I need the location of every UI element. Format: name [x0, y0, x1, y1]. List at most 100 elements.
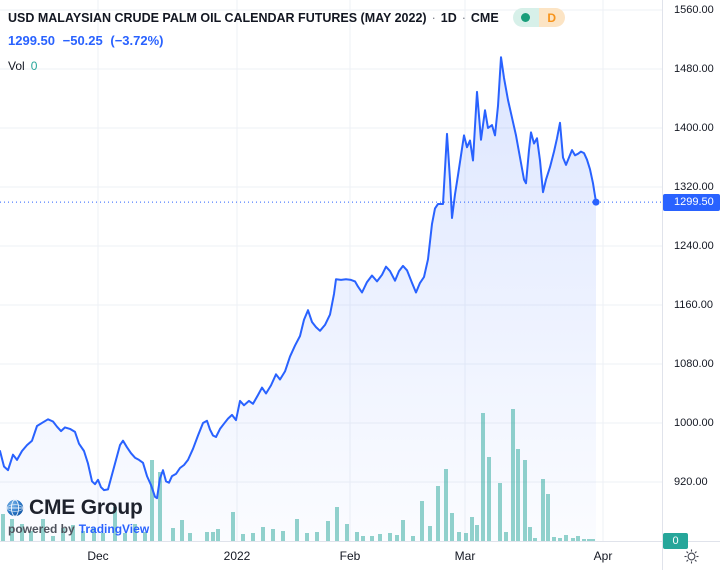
volume-bar [450, 513, 454, 541]
volume-bar [101, 533, 105, 541]
exchange-label: CME [470, 10, 499, 25]
volume-bar [428, 526, 432, 541]
volume-bar [411, 536, 415, 541]
volume-bar [498, 483, 502, 541]
time-axis-divider [0, 541, 720, 542]
price-axis-label: 1400.00 [674, 121, 714, 134]
volume-bar [587, 539, 591, 541]
symbol-title-row[interactable]: USD MALAYSIAN CRUDE PALM OIL CALENDAR FU… [8, 8, 565, 27]
price-axis[interactable]: 1299.50 0 1560.00 1480.00 1400.00 1320.00 12… [663, 0, 720, 549]
price-axis-label: 1000.00 [674, 416, 714, 429]
volume-bar [133, 524, 137, 541]
price-axis-label: 920.00 [674, 475, 708, 488]
volume-bar [355, 532, 359, 541]
volume-bar [464, 533, 468, 541]
price-axis-label: 1480.00 [674, 62, 714, 75]
volume-bar [475, 525, 479, 541]
volume-bar [345, 524, 349, 541]
volume-bar [335, 507, 339, 541]
volume-bar [29, 531, 33, 541]
volume-bar [188, 533, 192, 541]
volume-bar [420, 501, 424, 541]
last-price-row: 1299.50 −50.25 (−3.72%) [8, 33, 565, 48]
volume-bar [444, 469, 448, 541]
volume-bar [150, 460, 154, 541]
volume-bar [216, 529, 220, 541]
volume-bar [231, 512, 235, 541]
volume-bar [251, 533, 255, 541]
volume-bar [533, 538, 537, 541]
volume-bar [123, 533, 127, 541]
volume-bar [481, 413, 485, 541]
last-price-dot [592, 198, 600, 206]
volume-value: 0 [30, 59, 38, 73]
price-line [0, 56, 597, 500]
volume-bar [326, 521, 330, 541]
green-dot-icon [521, 13, 531, 22]
volume-bar [10, 519, 14, 541]
price-axis-label: 1160.00 [674, 298, 713, 311]
volume-bar [205, 532, 209, 541]
cme-logo-row: CME Group [6, 496, 149, 520]
volume-bar [591, 539, 595, 541]
volume-bar [370, 536, 374, 541]
globe-icon [6, 499, 24, 517]
volume-bar [516, 449, 520, 541]
symbol-legend: USD MALAYSIAN CRUDE PALM OIL CALENDAR FU… [8, 8, 565, 73]
volume-bar [51, 536, 55, 541]
volume-bar [1, 514, 5, 541]
volume-bar [528, 527, 532, 541]
volume-bar [92, 528, 96, 541]
volume-bar [241, 534, 245, 541]
volume-bar [61, 528, 65, 541]
symbol-title: USD MALAYSIAN CRUDE PALM OIL CALENDAR FU… [8, 10, 427, 25]
volume-bar [71, 525, 75, 541]
time-axis-label: Apr [593, 549, 613, 563]
volume-bar [20, 524, 24, 541]
last-price-axis-badge: 1299.50 [663, 193, 720, 211]
volume-bar [504, 532, 508, 541]
volume-bar [546, 494, 550, 541]
axis-settings-corner [663, 542, 720, 570]
time-axis[interactable]: Dec 2022 Feb Mar Apr [0, 542, 662, 570]
area-fill [0, 57, 596, 541]
volume-bar [582, 539, 586, 541]
volume-label: Vol [8, 59, 25, 73]
market-status-badge[interactable]: D [512, 8, 565, 27]
last-price-value: 1299.50 [8, 33, 55, 48]
volume-bar [41, 519, 45, 541]
volume-bar [552, 537, 556, 541]
volume-bar [180, 520, 184, 541]
volume-bar [558, 538, 562, 541]
time-axis-label: Feb [339, 549, 361, 563]
tradingview-link[interactable]: TradingView [78, 522, 150, 536]
volume-bar [541, 479, 545, 541]
volume-bar [305, 533, 309, 541]
gear-icon[interactable] [684, 549, 699, 564]
price-axis-label: 1080.00 [674, 357, 714, 370]
brand-watermark: CME Group powered by TradingView [6, 496, 149, 536]
price-axis-label: 1560.00 [674, 3, 714, 16]
volume-bar [295, 519, 299, 541]
volume-bar [143, 532, 147, 541]
volume-bar [487, 457, 491, 541]
volume-bar [378, 534, 382, 541]
cme-group-wordmark: CME Group [29, 496, 143, 519]
volume-bar [113, 507, 117, 541]
price-chart-canvas[interactable] [0, 0, 662, 541]
volume-bar [571, 538, 575, 541]
volume-bar [523, 460, 527, 541]
price-axis-label: 1240.00 [674, 239, 714, 252]
volume-bar [211, 532, 215, 541]
daily-interval-indicator: D [538, 8, 565, 27]
volume-row: Vol 0 [8, 59, 565, 73]
volume-bar [457, 532, 461, 541]
volume-bar [158, 472, 162, 541]
volume-bar [281, 531, 285, 541]
title-separator: · [461, 10, 466, 25]
market-open-indicator [512, 8, 539, 27]
title-separator: · [431, 10, 436, 25]
volume-bar [81, 531, 85, 541]
volume-bar [271, 529, 275, 541]
